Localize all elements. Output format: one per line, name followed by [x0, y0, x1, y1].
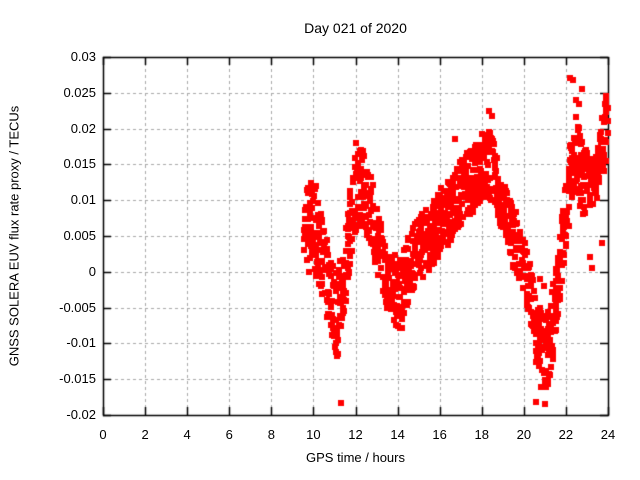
x-tick-label: 10	[306, 427, 321, 442]
x-tick-label: 14	[390, 427, 405, 442]
x-tick-label: 20	[516, 427, 532, 442]
x-tick-label: 12	[348, 427, 363, 442]
x-axis-label: GPS time / hours	[306, 450, 405, 465]
x-tick-label: 6	[225, 427, 233, 442]
x-tick-label: 18	[474, 427, 489, 442]
y-tick-label: -0.005	[59, 299, 96, 315]
x-tick-label: 2	[141, 427, 149, 442]
x-tick-label: 24	[600, 427, 616, 442]
y-tick-label: 0.005	[63, 228, 96, 243]
y-tick-label: 0.025	[63, 84, 96, 100]
x-tick-label: 16	[432, 427, 447, 442]
x-tick-label: 0	[99, 427, 107, 442]
x-tick-label: 22	[558, 427, 574, 442]
y-tick-label: -0.015	[59, 371, 96, 387]
x-tick-label: 4	[183, 427, 191, 442]
y-tick-label: -0.01	[66, 335, 96, 351]
y-tick-label: 0	[88, 263, 96, 279]
y-tick-label: 0.02	[70, 120, 96, 136]
y-tick-label: 0.015	[63, 156, 96, 172]
x-tick-label: 8	[267, 427, 275, 442]
y-tick-label: -0.02	[66, 407, 96, 422]
chart-title: Day 021 of 2020	[304, 20, 407, 36]
y-tick-label: 0.01	[70, 192, 96, 208]
y-tick-label: 0.03	[70, 49, 96, 64]
